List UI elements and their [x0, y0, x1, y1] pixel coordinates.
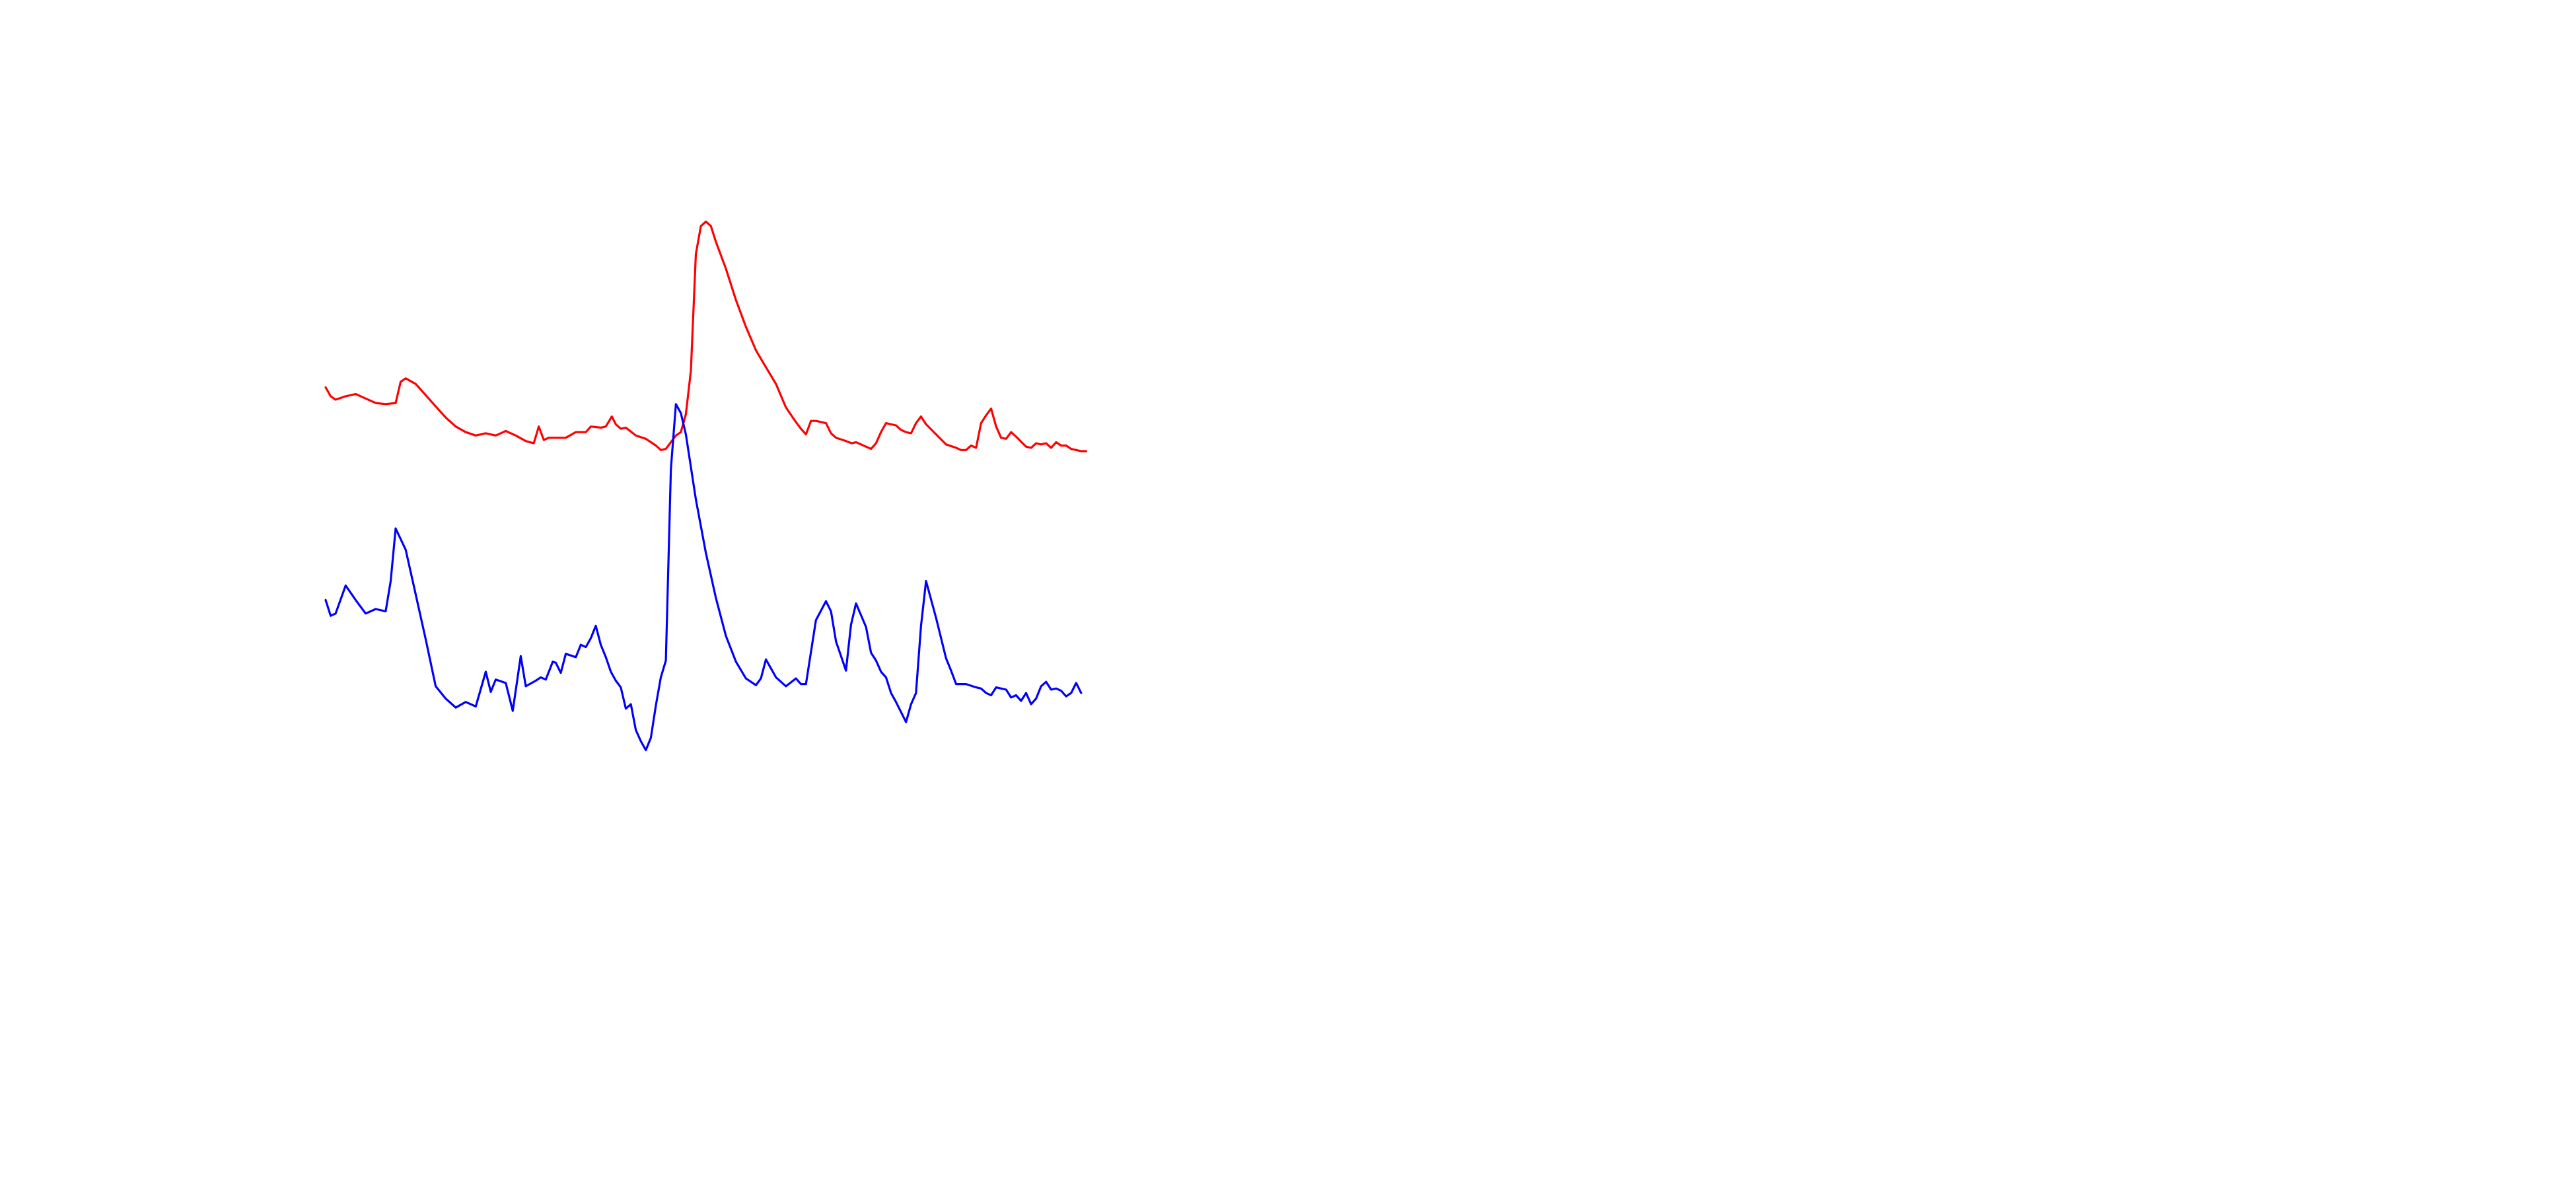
series-line-1	[324, 220, 1087, 452]
series-layer	[324, 220, 1087, 752]
series-line-2	[324, 403, 1083, 752]
